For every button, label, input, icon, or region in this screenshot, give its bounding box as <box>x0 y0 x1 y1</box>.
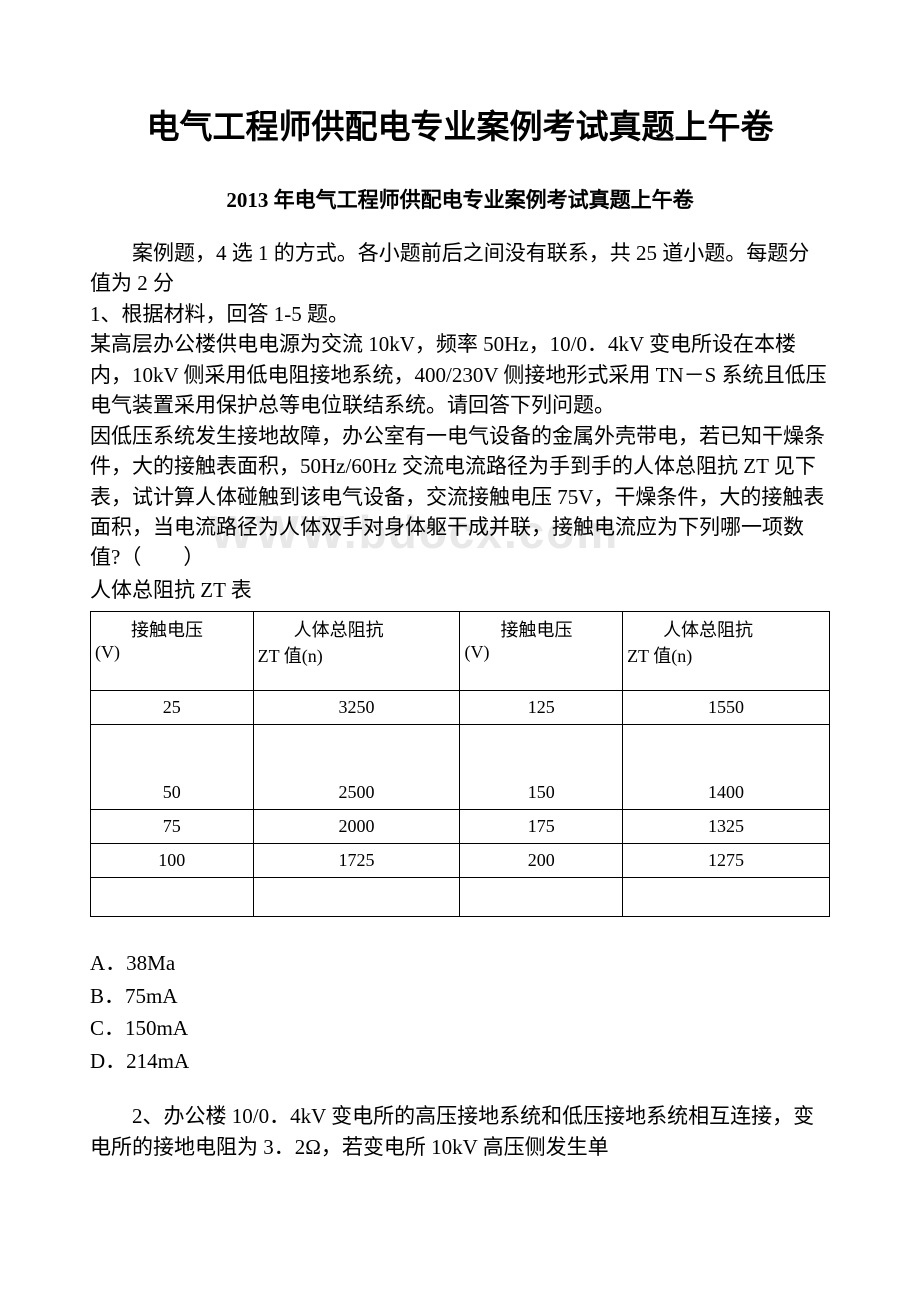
page-title: 电气工程师供配电专业案例考试真题上午卷 <box>90 100 830 148</box>
table-cell: 3250 <box>253 691 460 725</box>
table-cell: 2500 <box>253 725 460 810</box>
table-cell: 50 <box>91 725 254 810</box>
q1-header: 1、根据材料，回答 1-5 题。 <box>90 299 830 329</box>
table-cell <box>460 878 623 917</box>
table-cell <box>91 878 254 917</box>
table-row <box>91 878 830 917</box>
table-cell: 1275 <box>623 844 830 878</box>
table-cell: 125 <box>460 691 623 725</box>
table-header-cell: 接触电压 (V) <box>91 612 254 691</box>
option-c: C．150mA <box>90 1012 830 1045</box>
table-cell: 2000 <box>253 810 460 844</box>
table-caption: 人体总阻抗 ZT 表 <box>90 575 830 605</box>
table-header-cell: 人体总阻抗 ZT 值(n) <box>623 612 830 691</box>
table-cell: 1550 <box>623 691 830 725</box>
table-cell: 100 <box>91 844 254 878</box>
table-row: 100 1725 200 1275 <box>91 844 830 878</box>
table-cell: 1725 <box>253 844 460 878</box>
q1-paragraph-1: 某高层办公楼供电电源为交流 10kV，频率 50Hz，10/0．4kV 变电所设… <box>90 329 830 420</box>
page-subtitle: 2013 年电气工程师供配电专业案例考试真题上午卷 <box>90 184 830 214</box>
table-cell <box>623 878 830 917</box>
table-cell: 175 <box>460 810 623 844</box>
answer-options: A．38Ma B．75mA C．150mA D．214mA <box>90 947 830 1077</box>
table-cell: 150 <box>460 725 623 810</box>
table-header-row: 接触电压 (V) 人体总阻抗 ZT 值(n) 接触电压 (V) 人体总阻抗 ZT… <box>91 612 830 691</box>
option-a: A．38Ma <box>90 947 830 980</box>
table-row: 50 2500 150 1400 <box>91 725 830 810</box>
intro-paragraph: 案例题，4 选 1 的方式。各小题前后之间没有联系，共 25 道小题。每题分值为… <box>90 238 830 299</box>
option-b: B．75mA <box>90 980 830 1013</box>
table-cell: 25 <box>91 691 254 725</box>
impedance-table: 接触电压 (V) 人体总阻抗 ZT 值(n) 接触电压 (V) 人体总阻抗 ZT… <box>90 611 830 917</box>
option-d: D．214mA <box>90 1045 830 1078</box>
table-cell: 1325 <box>623 810 830 844</box>
table-cell <box>253 878 460 917</box>
table-cell: 75 <box>91 810 254 844</box>
table-cell: 1400 <box>623 725 830 810</box>
q1-paragraph-2: 因低压系统发生接地故障，办公室有一电气设备的金属外壳带电，若已知干燥条件，大的接… <box>90 421 830 573</box>
q2-paragraph: 2、办公楼 10/0．4kV 变电所的高压接地系统和低压接地系统相互连接，变电所… <box>90 1101 830 1162</box>
table-header-cell: 接触电压 (V) <box>460 612 623 691</box>
table-row: 25 3250 125 1550 <box>91 691 830 725</box>
table-cell: 200 <box>460 844 623 878</box>
table-header-cell: 人体总阻抗 ZT 值(n) <box>253 612 460 691</box>
body-text: 案例题，4 选 1 的方式。各小题前后之间没有联系，共 25 道小题。每题分值为… <box>90 238 830 605</box>
table-row: 75 2000 175 1325 <box>91 810 830 844</box>
